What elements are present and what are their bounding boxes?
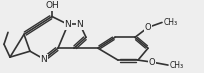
- Text: N: N: [64, 20, 71, 29]
- Text: OH: OH: [45, 1, 59, 10]
- Text: O: O: [144, 23, 151, 32]
- Text: N: N: [40, 55, 47, 64]
- Text: CH₃: CH₃: [163, 18, 177, 27]
- Text: N: N: [76, 20, 83, 29]
- Text: CH₃: CH₃: [169, 61, 183, 70]
- Text: O: O: [148, 58, 155, 67]
